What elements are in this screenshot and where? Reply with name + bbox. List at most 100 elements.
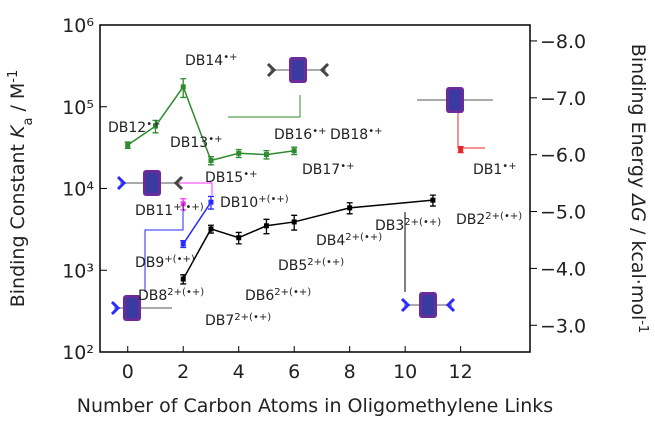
annotation-sup: 2+(•+) xyxy=(345,232,382,243)
annotation-text: DB16 xyxy=(274,127,312,143)
y-tick-label: 10⁵ xyxy=(62,97,94,119)
data-point xyxy=(291,219,297,225)
y-axis-title-part: Binding Constant xyxy=(7,138,29,307)
data-point xyxy=(208,226,214,232)
x-tick-label: 4 xyxy=(233,361,245,383)
annotation: DB11+(•+) xyxy=(135,202,204,220)
annotation-text: DB5 xyxy=(278,258,307,274)
connectors xyxy=(144,95,485,292)
annotation-sup: 2+(•+) xyxy=(307,257,344,268)
annotation-text: DB3 xyxy=(375,218,404,234)
x-axis-title: Number of Carbon Atoms in Oligomethylene… xyxy=(77,395,553,417)
annotation-sup: •+ xyxy=(223,52,237,63)
data-point xyxy=(263,152,269,158)
x-tick-label: 10 xyxy=(393,361,417,383)
molecule-icon xyxy=(116,170,184,196)
x-tick-label: 8 xyxy=(344,361,356,383)
annotation-text: DB4 xyxy=(316,233,345,249)
y-axis-title: Binding Constant Ka / M-1 xyxy=(6,70,36,308)
data-point xyxy=(430,197,436,203)
connector xyxy=(180,182,213,195)
data-point xyxy=(180,276,186,282)
annotation-sup: 2+(•+) xyxy=(274,287,311,298)
data-point xyxy=(458,146,464,152)
annotation-text: DB10 xyxy=(220,195,258,211)
annotation-text: DB2 xyxy=(456,212,485,228)
y-tick-label: 10³ xyxy=(62,260,94,282)
annotation: DB62+(•+) xyxy=(245,287,311,305)
data-point xyxy=(236,235,242,241)
y-axis-title-part: a xyxy=(21,118,36,126)
y2-axis-title-part: ΔG xyxy=(627,192,649,222)
annotation: DB15•+ xyxy=(205,169,257,187)
y-axis-title-part: -1 xyxy=(6,70,21,83)
annotation-text: DB13 xyxy=(170,135,208,151)
data-point xyxy=(180,201,186,207)
series-line xyxy=(182,201,212,245)
x-tick-label: 12 xyxy=(449,361,473,383)
y2-tick-label: −5.0 xyxy=(540,202,586,224)
annotation-sup: 2+(•+) xyxy=(404,217,441,228)
annotation-text: DB14 xyxy=(185,53,223,69)
annotation-text: DB9 xyxy=(135,255,164,271)
annotation: DB52+(•+) xyxy=(278,257,344,275)
annotation: DB18•+ xyxy=(330,126,382,144)
annotation: DB22+(•+) xyxy=(456,211,522,229)
annotation: DB16•+ xyxy=(274,126,326,144)
data-point xyxy=(208,199,214,205)
annotation: DB9+(•+) xyxy=(135,254,195,272)
data-point xyxy=(236,150,242,156)
annotation-text: DB8 xyxy=(138,288,167,304)
data-point xyxy=(347,205,353,211)
molecule-icon xyxy=(400,292,456,318)
y-axis-title-part: / M xyxy=(7,83,29,118)
annotation-text: DB7 xyxy=(205,313,234,329)
x-tick-label: 0 xyxy=(122,361,134,383)
data-point xyxy=(180,84,186,90)
y2-tick-label: −8.0 xyxy=(540,31,586,53)
connector xyxy=(144,200,184,292)
annotation-sup: •+ xyxy=(368,126,382,137)
molecule-icon xyxy=(417,87,493,113)
annotation-text: DB17 xyxy=(302,162,340,178)
annotation-sup: •+ xyxy=(312,126,326,137)
annotation-sup: 2+(•+) xyxy=(167,287,204,298)
y-axis-title-part: K xyxy=(7,124,29,138)
annotation: DB13•+ xyxy=(170,134,222,152)
annotation: DB82+(•+) xyxy=(138,287,204,305)
annotation: DB32+(•+) xyxy=(375,217,441,235)
annotation: DB17•+ xyxy=(302,161,354,179)
annotation-text: DB6 xyxy=(245,288,274,304)
data-point xyxy=(180,241,186,247)
y2-tick-label: −7.0 xyxy=(540,88,586,110)
molecule-icon xyxy=(266,57,330,83)
y2-tick-label: −3.0 xyxy=(540,315,586,337)
connector xyxy=(228,95,301,118)
annotation: DB1•+ xyxy=(473,161,517,179)
annotation-sup: 2+(•+) xyxy=(234,312,271,323)
y-tick-label: 10² xyxy=(62,342,94,364)
annotation: DB10+(•+) xyxy=(220,194,289,212)
y2-tick-label: −6.0 xyxy=(540,145,586,167)
annotation-text: DB11 xyxy=(135,203,173,219)
x-tick-label: 6 xyxy=(288,361,300,383)
annotation-sup: •+ xyxy=(146,119,160,130)
annotation-sup: +(•+) xyxy=(164,254,195,265)
molecule-icon xyxy=(110,295,172,321)
annotation-sup: •+ xyxy=(502,161,516,172)
y2-axis-title-part: Binding Energy xyxy=(627,44,649,194)
annotation-sup: •+ xyxy=(340,161,354,172)
annotation-text: DB18 xyxy=(330,127,368,143)
annotation: DB14•+ xyxy=(185,52,237,70)
y2-tick-label: −4.0 xyxy=(540,258,586,280)
annotation-sup: +(•+) xyxy=(173,202,204,213)
y2-axis-title: Binding Energy ΔG / kcal·mol-1 xyxy=(627,44,651,333)
annotation-text: DB1 xyxy=(473,162,502,178)
annotation: DB42+(•+) xyxy=(316,232,382,250)
annotation-text: DB12 xyxy=(108,120,146,136)
y-tick-label: 10⁴ xyxy=(62,179,94,201)
x-tick-label: 2 xyxy=(177,361,189,383)
connector xyxy=(457,112,485,149)
annotation-sup: •+ xyxy=(243,169,257,180)
